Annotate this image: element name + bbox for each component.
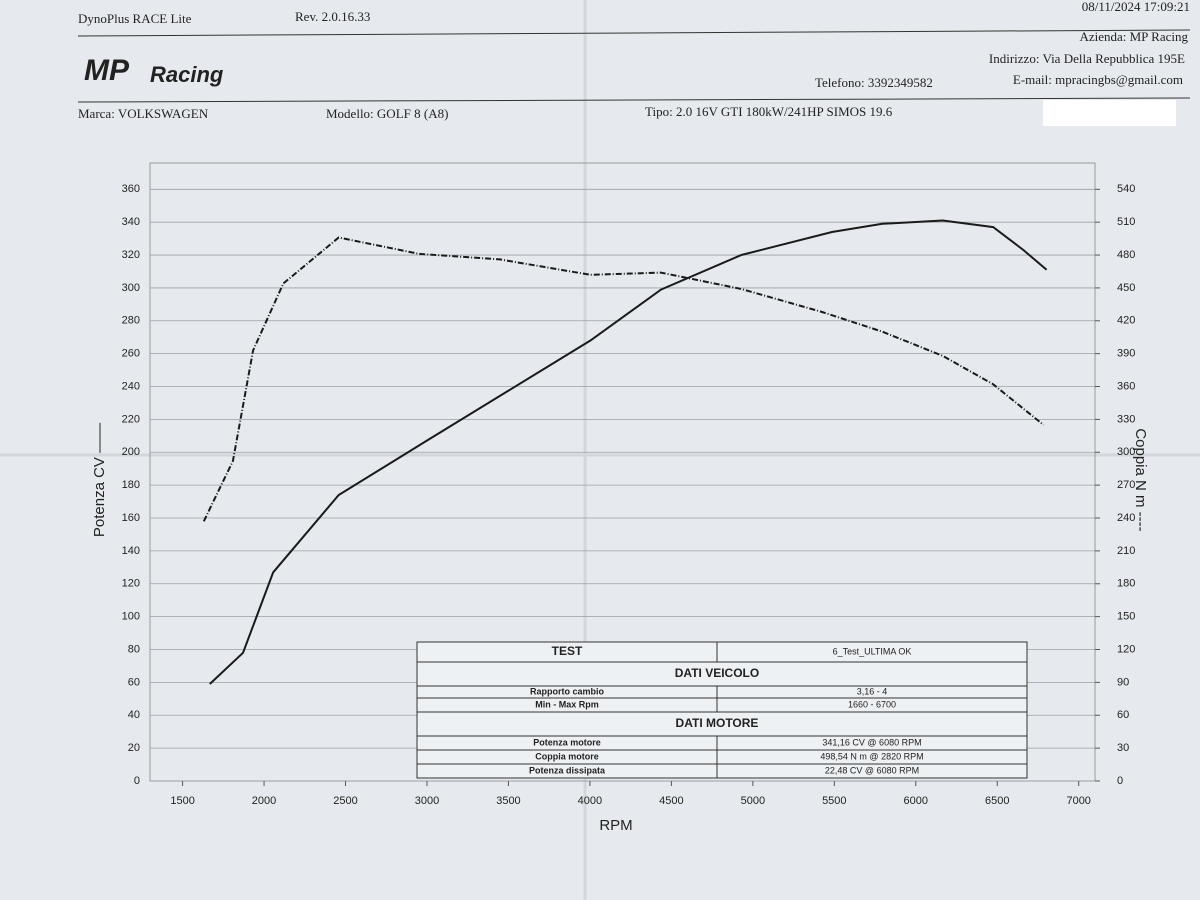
y2-tick-label: 300	[1117, 446, 1135, 458]
rule	[77, 29, 1191, 37]
logo-mp: MP	[84, 54, 130, 87]
table-value: 498,54 N m @ 2820 RPM	[820, 751, 923, 761]
x-axis-label: RPM	[599, 817, 632, 834]
software: DynoPlus RACE Lite	[78, 11, 192, 26]
y2-tick-label: 510	[1117, 216, 1135, 228]
x-tick-label: 1500	[170, 795, 194, 807]
logo-racing: Racing	[150, 62, 224, 87]
series-line	[209, 219, 1048, 685]
table-key: TEST	[552, 644, 583, 658]
revision: Rev. 2.0.16.33	[295, 9, 370, 24]
y-tick-label: 200	[122, 446, 140, 458]
x-tick-label: 5500	[822, 795, 846, 807]
model: Modello: GOLF 8 (A8)	[326, 106, 448, 121]
table-key: Potenza motore	[533, 737, 601, 747]
table-section: DATI VEICOLO	[675, 666, 759, 680]
phone: Telefono: 3392349582	[815, 75, 933, 90]
y2-tick-label: 180	[1117, 578, 1135, 590]
y-tick-label: 300	[122, 282, 140, 294]
table-value: 6_Test_ULTIMA OK	[833, 646, 912, 656]
x-tick-label: 3000	[415, 795, 439, 807]
y2-tick-label: 390	[1117, 348, 1135, 360]
y-tick-label: 60	[128, 676, 140, 688]
x-tick-label: 4500	[659, 795, 683, 807]
y-tick-label: 120	[122, 578, 140, 590]
y2-tick-label: 240	[1117, 512, 1135, 524]
table-value: 341,16 CV @ 6080 RPM	[822, 737, 921, 747]
datetime: 08/11/2024 17:09:21	[1082, 0, 1190, 14]
table-key: Min - Max Rpm	[535, 699, 599, 709]
y2-tick-label: 120	[1117, 643, 1135, 655]
table-value: 1660 - 6700	[848, 699, 896, 709]
y-tick-label: 0	[134, 775, 140, 787]
address: Indirizzo: Via Della Repubblica 195E	[989, 51, 1185, 66]
y2-axis-label: Coppia N m ----	[1132, 428, 1149, 531]
y2-tick-label: 480	[1117, 249, 1135, 261]
y-tick-label: 20	[128, 742, 140, 754]
x-tick-label: 2000	[252, 795, 276, 807]
make: Marca: VOLKSWAGEN	[78, 106, 209, 121]
y2-tick-label: 270	[1117, 479, 1135, 491]
engine: Tipo: 2.0 16V GTI 180kW/241HP SIMOS 19.6	[645, 104, 893, 119]
y-tick-label: 220	[122, 413, 140, 425]
y2-tick-label: 330	[1117, 413, 1135, 425]
x-tick-label: 2500	[333, 795, 357, 807]
y2-tick-label: 540	[1117, 183, 1135, 195]
table-key: Rapporto cambio	[530, 686, 605, 696]
y-tick-label: 40	[128, 709, 140, 721]
series-line	[202, 236, 1045, 522]
company: Azienda: MP Racing	[1079, 29, 1188, 44]
x-tick-label: 5000	[741, 795, 765, 807]
table-value: 3,16 - 4	[857, 686, 888, 696]
y2-tick-label: 30	[1117, 742, 1129, 754]
y-tick-label: 180	[122, 479, 140, 491]
y-tick-label: 360	[122, 183, 140, 195]
y2-tick-label: 450	[1117, 282, 1135, 294]
x-tick-label: 4000	[578, 795, 602, 807]
table-box	[416, 641, 1028, 779]
y2-tick-label: 210	[1117, 545, 1135, 557]
y-tick-label: 80	[128, 643, 140, 655]
y-tick-label: 260	[122, 348, 140, 360]
x-tick-label: 3500	[496, 795, 520, 807]
table-section: DATI MOTORE	[676, 716, 759, 730]
y-tick-label: 280	[122, 315, 140, 327]
table-value: 22,48 CV @ 6080 RPM	[825, 765, 919, 775]
y2-tick-label: 150	[1117, 611, 1135, 623]
y-axis-label: Potenza CV ——	[91, 423, 108, 537]
email: E-mail: mpracingbs@gmail.com	[1013, 72, 1183, 87]
y2-tick-label: 0	[1117, 775, 1123, 787]
y-tick-label: 320	[122, 249, 140, 261]
y2-tick-label: 360	[1117, 380, 1135, 392]
y-tick-label: 340	[122, 216, 140, 228]
y2-tick-label: 60	[1117, 709, 1129, 721]
x-tick-label: 6500	[985, 795, 1009, 807]
y-tick-label: 140	[122, 545, 140, 557]
y-tick-label: 160	[122, 512, 140, 524]
y2-tick-label: 90	[1117, 676, 1129, 688]
y-tick-label: 240	[122, 380, 140, 392]
redaction	[1043, 100, 1176, 126]
x-tick-label: 7000	[1066, 795, 1090, 807]
table-key: Potenza dissipata	[529, 765, 606, 775]
y-tick-label: 100	[122, 611, 140, 623]
y2-tick-label: 420	[1117, 315, 1135, 327]
rule	[77, 97, 1191, 103]
x-tick-label: 6000	[904, 795, 928, 807]
table-key: Coppia motore	[535, 751, 599, 761]
